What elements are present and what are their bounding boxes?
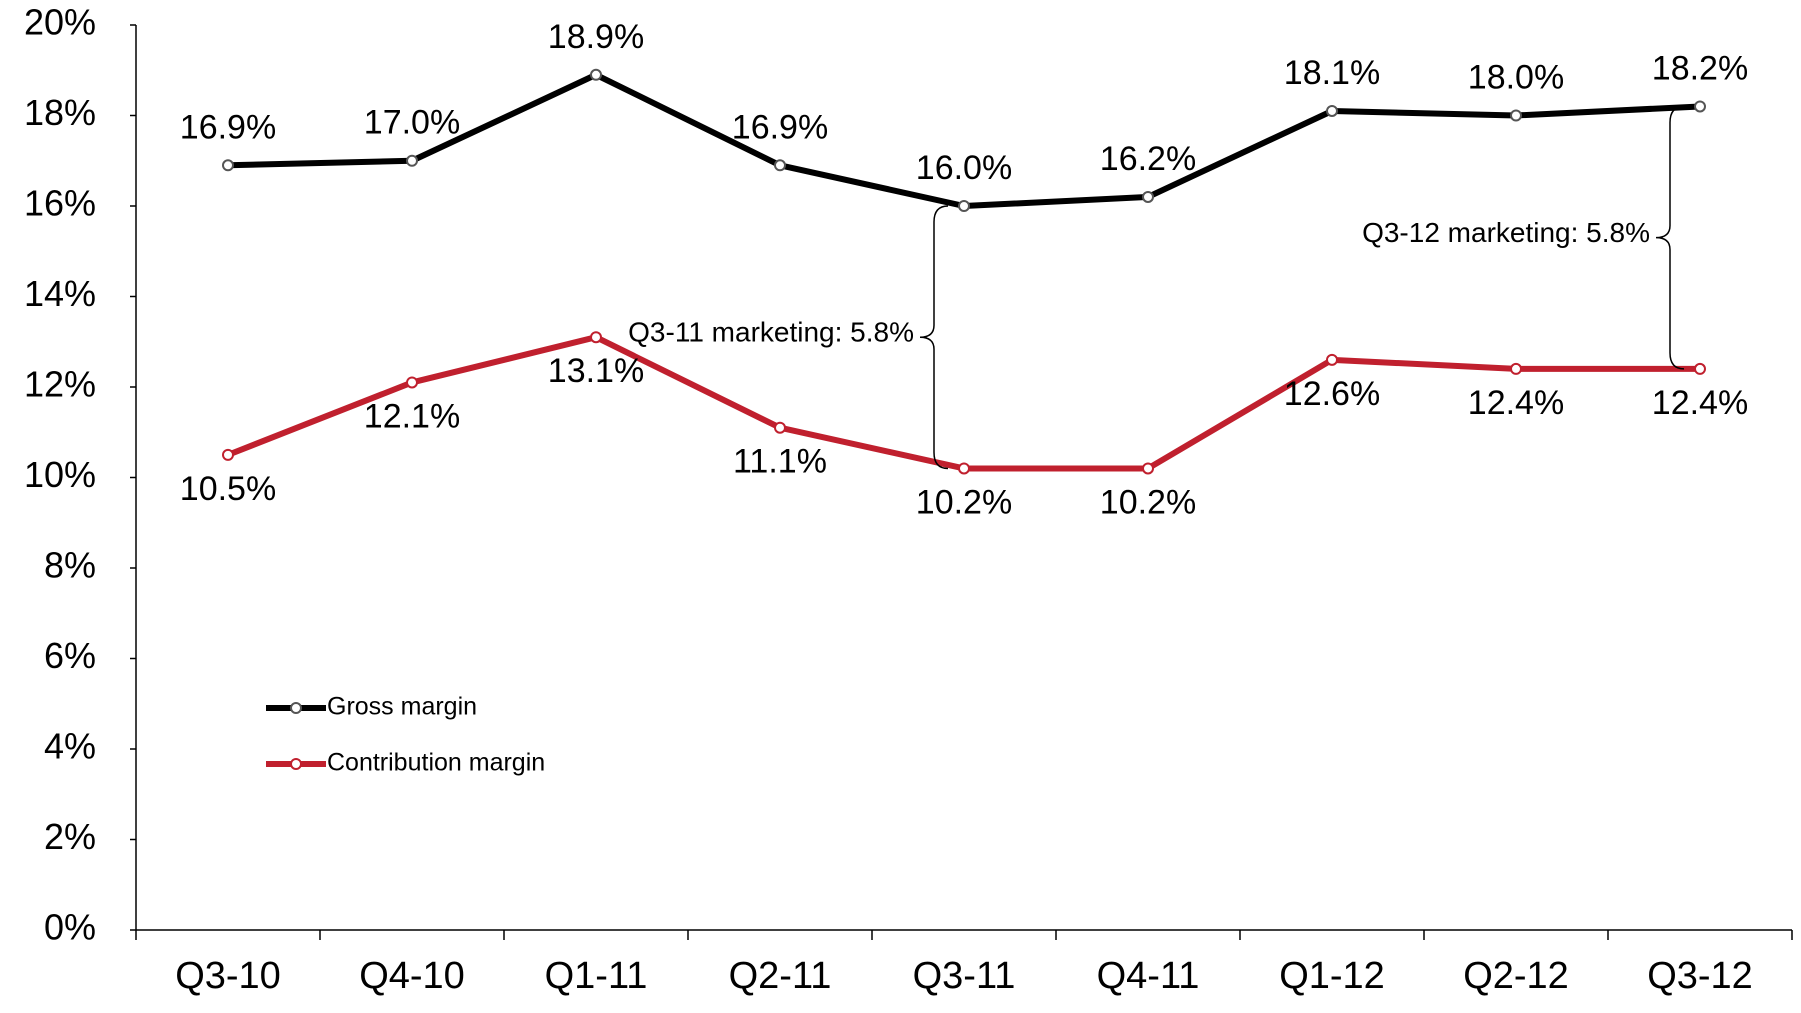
point — [1326, 104, 1338, 117]
x-tick-label: Q4-11 — [1097, 955, 1200, 997]
data-label: 16.0% — [916, 149, 1012, 187]
point — [222, 159, 234, 172]
x-tick-label: Q4-10 — [359, 955, 465, 997]
point — [774, 421, 786, 434]
annotation: Q3-11 marketing: 5.8% — [628, 317, 914, 348]
data-label: 16.9% — [180, 108, 276, 146]
y-tick-label: 18% — [24, 92, 96, 133]
data-label: 13.1% — [548, 352, 644, 390]
y-tick-label: 14% — [24, 273, 96, 314]
y-tick-label: 0% — [44, 907, 96, 948]
x-tick-label: Q3-12 — [1647, 955, 1753, 997]
x-tick-label: Q3-10 — [175, 955, 281, 997]
data-label: 18.9% — [548, 18, 644, 56]
data-label: 16.9% — [732, 108, 828, 146]
data-label: 10.2% — [1100, 483, 1196, 521]
data-label: 18.2% — [1652, 49, 1748, 87]
data-label: 10.2% — [916, 483, 1012, 521]
x-tick-label: Q1-11 — [545, 955, 648, 997]
data-label: 18.1% — [1284, 54, 1380, 92]
brace — [1655, 105, 1685, 370]
y-tick-label: 16% — [24, 183, 96, 224]
point — [774, 159, 786, 172]
legend-marker — [290, 758, 302, 770]
data-label: 12.1% — [364, 397, 460, 435]
y-tick-label: 20% — [24, 2, 96, 43]
data-label: 17.0% — [364, 104, 460, 142]
point — [958, 462, 970, 475]
x-tick-label: Q1-12 — [1279, 955, 1385, 997]
point — [1326, 353, 1338, 366]
point — [958, 200, 970, 212]
point — [1142, 462, 1154, 475]
legend-label: Contribution margin — [327, 749, 545, 777]
x-tick-label: Q2-11 — [729, 955, 832, 997]
y-tick-label: 4% — [44, 726, 96, 767]
y-tick-label: 8% — [44, 545, 96, 586]
data-label: 10.5% — [180, 470, 276, 508]
point — [1510, 362, 1522, 375]
point — [1510, 109, 1522, 122]
point — [406, 376, 418, 389]
data-label: 11.1% — [733, 443, 827, 481]
data-label: 12.4% — [1652, 384, 1748, 422]
data-label: 12.6% — [1284, 375, 1380, 413]
y-tick-label: 6% — [44, 635, 96, 676]
point — [222, 448, 234, 461]
point — [590, 68, 602, 81]
point — [1694, 362, 1706, 375]
point — [1142, 190, 1154, 203]
data-label: 16.2% — [1100, 140, 1196, 178]
y-tick-label: 10% — [24, 454, 96, 495]
y-tick-label: 12% — [24, 364, 96, 405]
x-tick-label: Q3-11 — [913, 955, 1016, 997]
legend-label: Gross margin — [327, 693, 477, 721]
data-label: 18.0% — [1468, 58, 1564, 96]
x-tick-label: Q2-12 — [1463, 955, 1569, 997]
data-label: 12.4% — [1468, 384, 1564, 422]
legend-marker — [290, 702, 302, 714]
point — [590, 331, 602, 344]
y-tick-label: 2% — [44, 816, 96, 857]
annotation: Q3-12 marketing: 5.8% — [1362, 217, 1650, 248]
point — [1694, 100, 1706, 113]
point — [406, 154, 418, 167]
brace — [919, 205, 949, 470]
